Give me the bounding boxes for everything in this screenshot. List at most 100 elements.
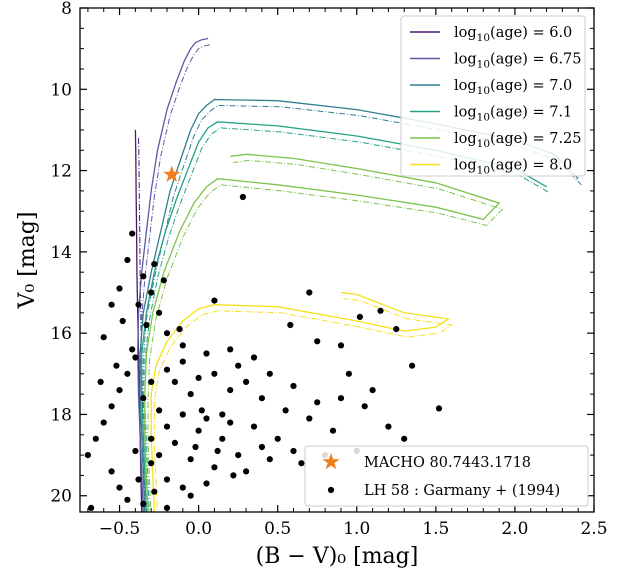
legend-label-1: log10(age) = 6.75 <box>454 52 582 71</box>
garmany-point <box>171 378 178 385</box>
garmany-point <box>266 370 273 377</box>
x-tick-label: 2.0 <box>501 519 528 539</box>
garmany-point <box>435 405 443 412</box>
garmany-point <box>113 362 120 369</box>
garmany-point <box>148 460 155 467</box>
garmany-point <box>108 403 115 410</box>
legend-point-marker <box>327 486 335 494</box>
garmany-point <box>195 374 202 381</box>
garmany-point <box>203 480 210 487</box>
garmany-point <box>151 261 158 268</box>
isochrone-line-dashdot-2 <box>142 104 582 512</box>
garmany-point <box>129 346 136 353</box>
garmany-point <box>119 317 126 325</box>
garmany-point <box>290 382 297 390</box>
garmany-point <box>171 439 178 446</box>
garmany-point <box>179 358 186 365</box>
garmany-point <box>227 346 234 353</box>
garmany-point <box>282 407 289 414</box>
garmany-point <box>129 230 136 237</box>
garmany-point <box>116 484 123 491</box>
legend-label-0: log10(age) = 6.0 <box>454 25 572 44</box>
legend-point-label: LH 58 : Garmany + (1994) <box>364 483 560 499</box>
garmany-point <box>203 415 210 422</box>
garmany-point <box>140 273 147 280</box>
isochrone-line-1 <box>137 37 209 512</box>
x-tick-labels: −0.5 0.0 0.5 1.0 1.5 2.0 2.5 <box>99 519 608 539</box>
legend-label-5: log10(age) = 8.0 <box>454 158 572 177</box>
garmany-point <box>124 496 131 503</box>
garmany-point <box>148 289 155 296</box>
garmany-point <box>163 330 171 337</box>
isochrone-legend-box <box>400 15 586 177</box>
garmany-point <box>135 301 142 308</box>
x-tick-label: 0.0 <box>185 519 212 539</box>
garmany-point <box>187 456 194 463</box>
garmany-point <box>306 415 313 422</box>
garmany-point <box>356 313 363 320</box>
garmany-point <box>135 476 142 483</box>
garmany-point <box>163 504 171 511</box>
legend-star-label: MACHO 80.7443.1718 <box>364 455 531 471</box>
garmany-point <box>84 452 91 459</box>
garmany-point <box>108 301 115 308</box>
garmany-point <box>156 452 163 459</box>
garmany-point <box>306 289 313 296</box>
points-legend-box <box>304 445 589 507</box>
x-axis-title: (B − V)₀ [mag] <box>256 544 419 569</box>
garmany-point <box>192 443 199 451</box>
garmany-point <box>239 193 246 201</box>
garmany-point <box>116 285 123 292</box>
garmany-point <box>132 354 139 361</box>
garmany-point <box>163 476 171 483</box>
y-axis-title: V₀ [mag] <box>15 212 40 310</box>
y-tick-label: 14 <box>50 243 72 263</box>
garmany-point <box>214 447 221 455</box>
legend-star-marker <box>322 453 340 470</box>
x-tick-label: 0.5 <box>264 519 291 539</box>
y-tick-label: 8 <box>61 0 72 19</box>
garmany-point <box>187 391 194 398</box>
garmany-point <box>250 423 258 430</box>
ticks-layer <box>80 7 595 512</box>
x-tick-label: −0.5 <box>99 519 140 539</box>
y-tick-labels: 8 10 12 14 16 18 20 <box>50 0 72 507</box>
garmany-point <box>97 378 104 385</box>
legend-label-4: log10(age) = 7.25 <box>454 131 582 150</box>
special-star-layer <box>163 165 181 182</box>
garmany-point <box>124 256 131 264</box>
garmany-point <box>211 370 218 377</box>
x-tick-label: 1.0 <box>343 519 370 539</box>
garmany-point <box>211 464 218 471</box>
garmany-point <box>345 370 352 377</box>
garmany-point <box>116 387 123 394</box>
garmany-point <box>385 423 392 430</box>
garmany-point <box>100 419 107 426</box>
garmany-point <box>179 411 186 418</box>
y-tick-label: 10 <box>50 80 72 100</box>
garmany-point <box>92 435 99 442</box>
garmany-point <box>132 447 139 455</box>
garmany-point <box>298 460 305 467</box>
garmany-point <box>287 321 294 329</box>
garmany-point <box>401 435 408 442</box>
garmany-point <box>151 488 158 495</box>
garmany-point <box>179 484 186 491</box>
garmany-point <box>140 395 147 402</box>
garmany-point <box>227 387 234 394</box>
y-tick-label: 18 <box>50 405 72 425</box>
garmany-point <box>266 456 273 463</box>
garmany-point <box>143 321 150 329</box>
garmany-point <box>314 338 321 345</box>
y-tick-label: 12 <box>50 162 72 182</box>
garmany-point <box>140 500 147 507</box>
points-legend: MACHO 80.7443.1718 LH 58 : Garmany + (199… <box>304 445 589 507</box>
garmany-point <box>235 362 242 369</box>
garmany-point <box>219 411 226 418</box>
garmany-point <box>337 342 345 349</box>
garmany-point <box>88 504 95 511</box>
garmany-point <box>160 277 167 284</box>
isochrone-line-5 <box>150 291 451 512</box>
garmany-point <box>108 468 115 475</box>
